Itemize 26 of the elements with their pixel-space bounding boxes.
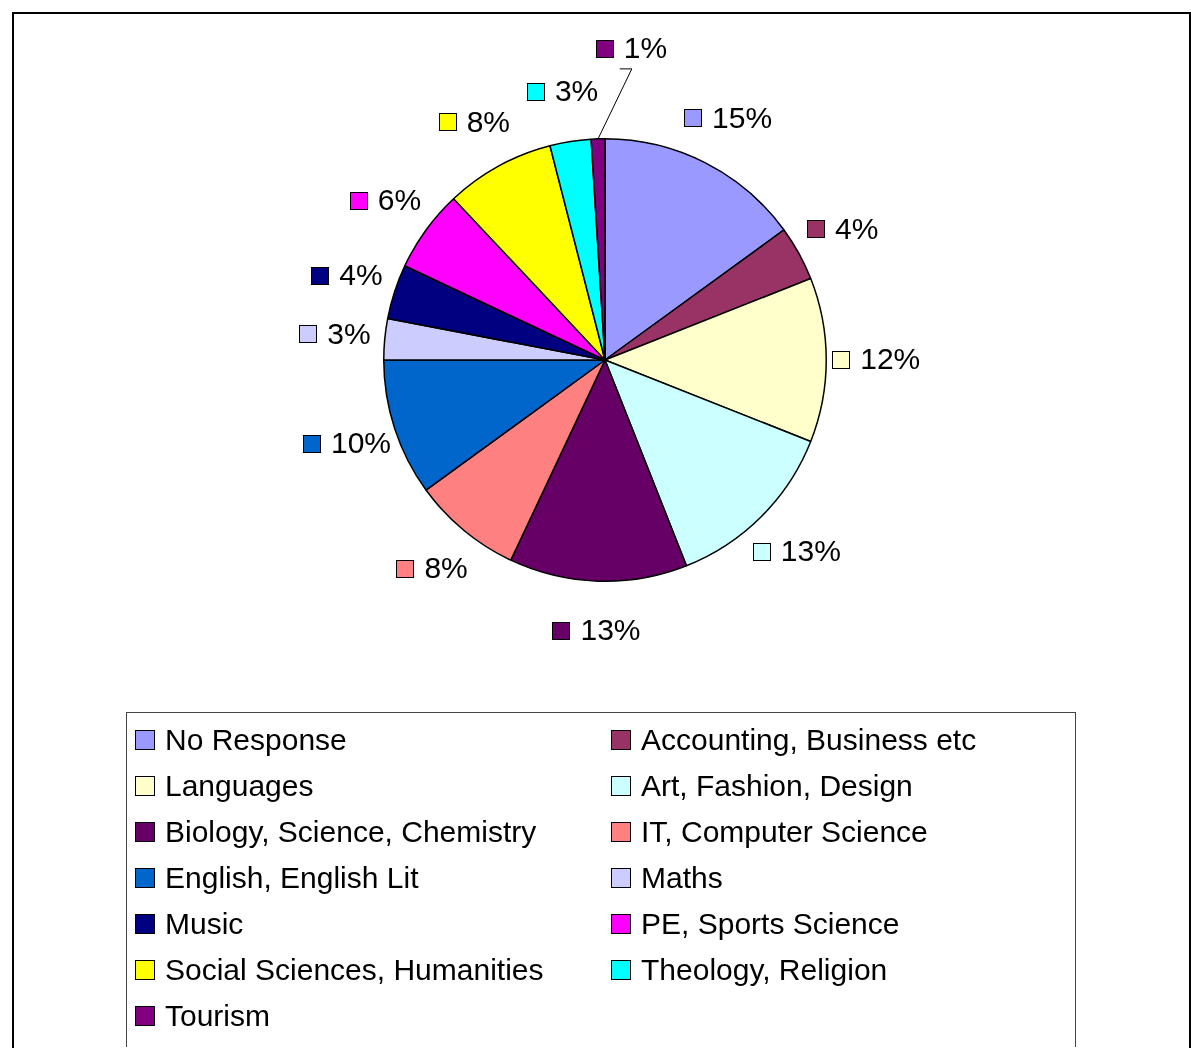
data-label: 8%	[424, 551, 468, 585]
legend-label: PE, Sports Science	[641, 907, 900, 941]
legend-label: Languages	[165, 769, 314, 803]
legend-label: English, English Lit	[165, 861, 419, 895]
legend-label: Social Sciences, Humanities	[165, 953, 544, 987]
data-label: 3%	[554, 74, 599, 108]
data-label: 13%	[580, 613, 641, 647]
data-label: 8%	[466, 104, 510, 138]
legend-label: No Response	[165, 723, 347, 757]
data-label: 4%	[339, 258, 383, 292]
data-label: 10%	[331, 426, 392, 460]
data-label: 13%	[780, 534, 841, 568]
legend-label: Theology, Religion	[641, 953, 888, 987]
data-label: 12%	[860, 342, 921, 376]
data-label: 4%	[835, 211, 879, 245]
data-label: 1%	[623, 31, 668, 65]
data-label: 3%	[327, 316, 371, 350]
legend-label: Accounting, Business etc	[641, 723, 977, 757]
data-label: 15%	[712, 100, 773, 134]
legend-label: Biology, Science, Chemistry	[165, 815, 537, 849]
legend-label: Tourism	[165, 999, 271, 1033]
data-label: 6%	[377, 182, 422, 216]
legend-label: Music	[165, 907, 244, 941]
legend-label: Art, Fashion, Design	[641, 769, 913, 803]
legend-label: Maths	[641, 861, 723, 895]
legend-label: IT, Computer Science	[641, 815, 928, 849]
